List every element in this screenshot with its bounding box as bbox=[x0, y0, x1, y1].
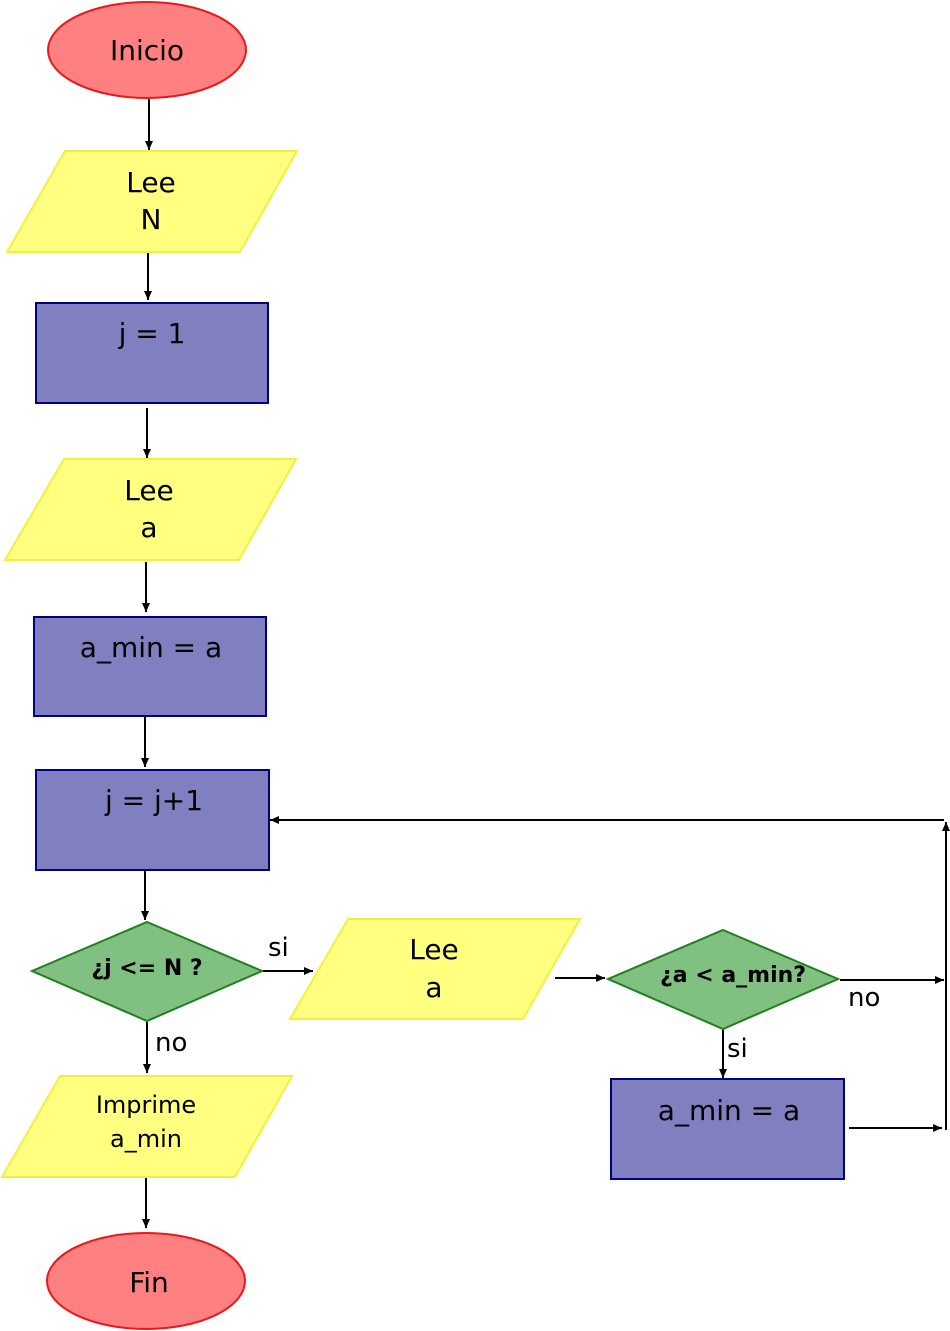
read-a-line1: Lee bbox=[124, 474, 174, 507]
print-min-line2: a_min bbox=[110, 1125, 182, 1153]
update-min-process: a_min = a bbox=[610, 1078, 845, 1180]
init-min-label: a_min = a bbox=[80, 631, 222, 664]
check-min-no-label: no bbox=[848, 983, 880, 1013]
loop-read-a-line1: Lee bbox=[409, 933, 459, 966]
init-j-label: j = 1 bbox=[118, 317, 186, 350]
check-min-yes-label: si bbox=[727, 1034, 748, 1064]
read-n-line1: Lee bbox=[126, 166, 176, 199]
loop-read-a-line2: a bbox=[425, 971, 442, 1004]
read-n-shape bbox=[5, 150, 299, 253]
start-terminal-shape bbox=[47, 1, 247, 99]
loop-read-a-input: Lee a bbox=[288, 918, 582, 1020]
check-j-yes-label: si bbox=[268, 933, 289, 963]
start-label: Inicio bbox=[110, 34, 184, 67]
connectors bbox=[141, 99, 950, 1228]
check-j-shape bbox=[29, 920, 265, 1023]
check-j-decision: ¿j <= N ? bbox=[29, 920, 265, 1023]
init-min-shape bbox=[33, 616, 267, 717]
print-min-shape bbox=[0, 1075, 294, 1178]
check-min-decision: ¿a < a_min? bbox=[605, 928, 841, 1031]
read-a-input: Lee a bbox=[3, 458, 298, 561]
print-min-line1: Imprime bbox=[96, 1091, 196, 1119]
read-a-line2: a bbox=[140, 511, 157, 544]
read-n-line2: N bbox=[141, 203, 162, 236]
increment-j-shape bbox=[35, 769, 270, 871]
init-j-shape bbox=[35, 302, 269, 404]
check-min-shape bbox=[605, 928, 841, 1031]
end-terminal: Fin bbox=[46, 1232, 246, 1330]
update-min-shape bbox=[610, 1078, 845, 1180]
increment-j-label: j = j+1 bbox=[104, 784, 203, 817]
end-terminal-shape bbox=[46, 1232, 246, 1330]
loop-read-a-shape bbox=[288, 918, 582, 1020]
print-min-output: Imprime a_min bbox=[0, 1075, 294, 1178]
init-min-process: a_min = a bbox=[33, 616, 267, 717]
increment-j-process: j = j+1 bbox=[35, 769, 270, 871]
check-j-no-label: no bbox=[155, 1028, 187, 1058]
update-min-label: a_min = a bbox=[658, 1094, 800, 1127]
end-label: Fin bbox=[129, 1266, 169, 1299]
check-j-label: ¿j <= N ? bbox=[91, 956, 202, 981]
read-a-shape bbox=[3, 458, 298, 561]
read-n-input: Lee N bbox=[5, 150, 299, 253]
init-j-process: j = 1 bbox=[35, 302, 269, 404]
start-terminal: Inicio bbox=[47, 1, 247, 99]
check-min-label: ¿a < a_min? bbox=[660, 963, 806, 988]
